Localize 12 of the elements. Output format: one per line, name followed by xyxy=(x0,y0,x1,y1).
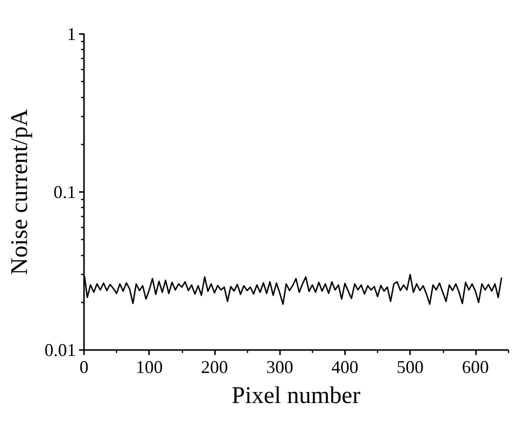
x-tick-label: 400 xyxy=(331,357,358,377)
x-tick-label: 100 xyxy=(136,357,163,377)
x-tick-label: 500 xyxy=(396,357,424,377)
x-tick-label: 200 xyxy=(200,357,228,377)
x-tick-label: 600 xyxy=(462,357,489,377)
x-tick-label: 0 xyxy=(80,357,88,377)
x-axis-title: Pixel number xyxy=(232,383,360,409)
y-axis-title: Noise current/pA xyxy=(7,108,33,275)
y-tick-label: 0.1 xyxy=(54,182,76,202)
y-tick-label: 0.01 xyxy=(44,340,76,360)
y-tick-label: 1 xyxy=(67,24,76,44)
x-tick-label: 300 xyxy=(266,357,294,377)
